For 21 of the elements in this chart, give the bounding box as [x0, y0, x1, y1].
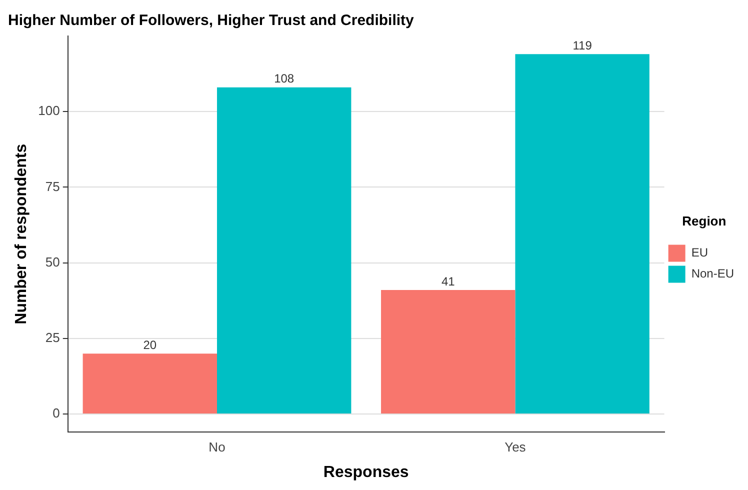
data-label: 41 — [441, 274, 456, 288]
y-tick-label: 50 — [45, 254, 60, 270]
x-tick-label: No — [208, 440, 226, 455]
legend-title: Region — [682, 213, 726, 228]
bar — [515, 54, 650, 414]
bar — [381, 290, 516, 414]
x-axis-title: Responses — [323, 464, 409, 481]
data-label: 108 — [274, 72, 294, 86]
y-tick-label: 100 — [38, 103, 60, 118]
data-label: 20 — [143, 338, 157, 352]
bar — [217, 87, 352, 414]
data-label: 119 — [572, 38, 592, 52]
y-tick-label: 75 — [45, 178, 60, 194]
chart-title: Higher Number of Followers, Higher Trust and Credibility — [8, 12, 415, 30]
legend-label: Non-EU — [691, 266, 734, 281]
legend-label: EU — [691, 246, 708, 260]
y-axis-title: Number of respondents — [13, 144, 30, 324]
bar — [82, 354, 217, 414]
x-tick-label: Yes — [504, 440, 526, 455]
y-tick-label: 25 — [45, 330, 60, 346]
y-tick-label: 0 — [52, 406, 60, 421]
